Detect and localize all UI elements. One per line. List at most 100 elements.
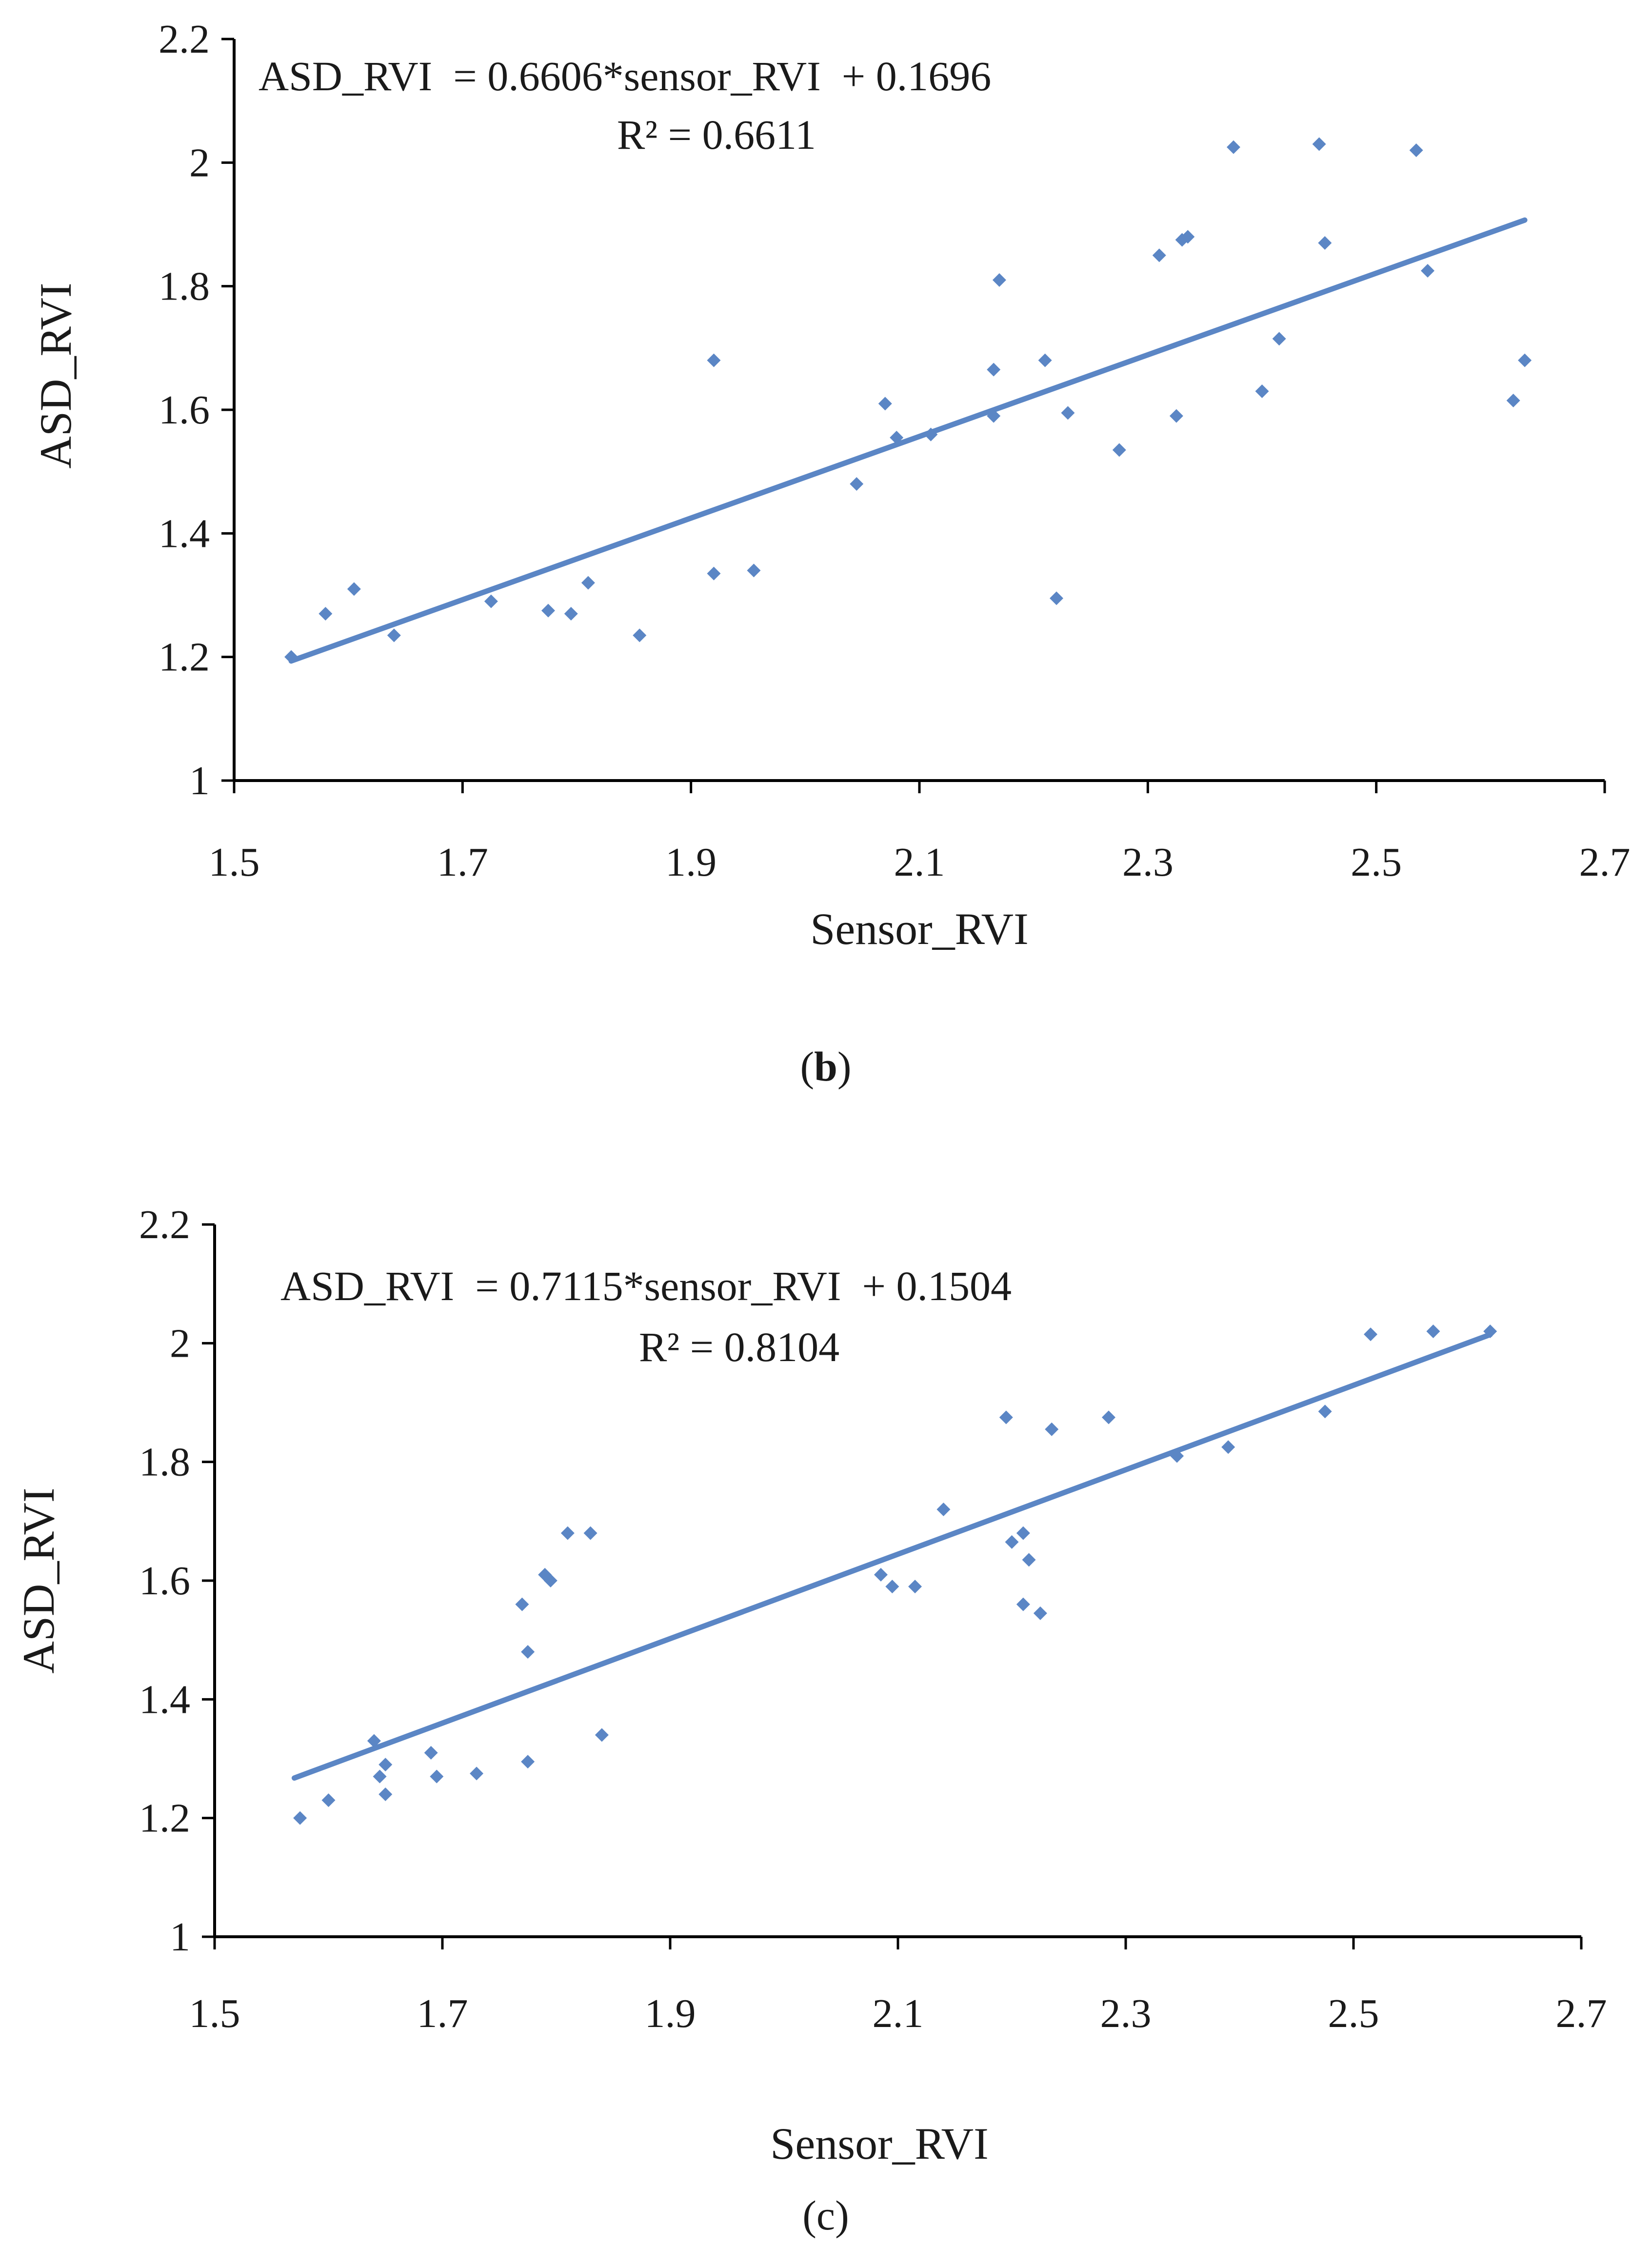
x-tick-label: 1.7 bbox=[417, 1991, 468, 2036]
data-point bbox=[1022, 1553, 1036, 1567]
data-point bbox=[347, 582, 361, 596]
x-tick-label: 2.3 bbox=[1100, 1991, 1152, 2036]
y-axis-title: ASD_RVI bbox=[31, 282, 80, 468]
x-tick-label: 2.7 bbox=[1556, 1991, 1607, 2036]
data-point bbox=[293, 1811, 307, 1825]
y-tick-label: 1.8 bbox=[139, 1440, 190, 1485]
panel-label-b: (b) bbox=[800, 1043, 851, 1090]
data-point bbox=[560, 1526, 575, 1540]
y-tick-label: 1.4 bbox=[139, 1677, 190, 1722]
data-point bbox=[583, 1526, 597, 1540]
chart-panel-b: 11.21.41.61.822.2 1.5 1.7 1.9 2.1 2.3 2.5 2.7 … bbox=[31, 17, 1631, 1090]
x-tick-label: 1.9 bbox=[645, 1991, 696, 2036]
trendline bbox=[291, 1332, 1493, 1781]
data-point bbox=[999, 1410, 1013, 1425]
data-point bbox=[924, 427, 938, 442]
x-axis-title: Sensor_RVI bbox=[770, 2119, 989, 2168]
data-point bbox=[874, 1567, 888, 1582]
x-tick-label: 2.1 bbox=[873, 1991, 924, 2036]
data-point bbox=[321, 1793, 336, 1807]
y-axis-title: ASD_RVI bbox=[14, 1487, 63, 1673]
data-point bbox=[1518, 353, 1532, 367]
y-ticks: 1 1.2 1.4 1.6 1.8 2 2.2 bbox=[159, 17, 234, 803]
data-point bbox=[850, 477, 864, 491]
data-point bbox=[1061, 406, 1075, 420]
x-ticks: 1.5 1.7 1.9 2.1 2.3 2.5 2.7 bbox=[209, 781, 1631, 885]
data-point bbox=[515, 1597, 529, 1611]
data-point bbox=[1005, 1535, 1019, 1549]
trendline-equation: ASD_RVI = 0.7115*sensor_RVI + 0.1504 bbox=[280, 1263, 1012, 1309]
x-tick-label: 1.5 bbox=[209, 840, 260, 885]
x-tick-label: 2.3 bbox=[1122, 840, 1174, 885]
data-point bbox=[1169, 409, 1183, 423]
data-point bbox=[1364, 1327, 1378, 1342]
data-point bbox=[1033, 1606, 1047, 1620]
x-tick-label: 2.5 bbox=[1351, 840, 1402, 885]
x-tick-label: 1.7 bbox=[437, 840, 488, 885]
x-tick-label: 2.5 bbox=[1328, 1991, 1379, 2036]
data-point bbox=[936, 1503, 951, 1516]
panel-label-c: (c) bbox=[802, 2192, 849, 2239]
data-point bbox=[543, 1574, 557, 1587]
data-point bbox=[747, 563, 761, 578]
data-point bbox=[1318, 1405, 1332, 1419]
data-point bbox=[1312, 137, 1326, 151]
r-squared-label: R² = 0.6611 bbox=[617, 111, 816, 158]
data-point bbox=[430, 1769, 444, 1784]
data-point bbox=[521, 1755, 535, 1769]
data-point bbox=[1221, 1440, 1235, 1454]
trendline bbox=[288, 217, 1528, 664]
r-squared-label: R² = 0.8104 bbox=[639, 1324, 839, 1370]
x-tick-label: 2.7 bbox=[1579, 840, 1631, 885]
data-point bbox=[424, 1746, 438, 1760]
y-tick-label: 2.2 bbox=[159, 17, 210, 62]
data-point bbox=[707, 353, 721, 367]
data-point bbox=[1226, 140, 1240, 154]
data-point bbox=[992, 273, 1006, 287]
data-point bbox=[1038, 353, 1052, 367]
y-tick-label: 1 bbox=[189, 758, 210, 803]
data-point bbox=[284, 650, 299, 664]
data-point bbox=[633, 628, 647, 642]
y-ticks: 1 1.2 1.4 1.6 1.8 2 2.2 bbox=[139, 1202, 215, 1960]
data-point bbox=[541, 603, 555, 618]
data-point bbox=[1016, 1526, 1030, 1540]
y-tick-label: 1.2 bbox=[159, 635, 210, 680]
data-point bbox=[885, 1580, 899, 1594]
data-point bbox=[1506, 394, 1520, 407]
y-tick-label: 1.8 bbox=[159, 264, 210, 309]
data-point bbox=[1170, 1449, 1184, 1463]
data-point bbox=[387, 628, 401, 642]
data-point bbox=[987, 362, 1001, 377]
data-point bbox=[1050, 591, 1063, 605]
y-tick-label: 2 bbox=[170, 1321, 190, 1366]
trendline-equation: ASD_RVI = 0.6606*sensor_RVI + 0.1696 bbox=[259, 53, 991, 100]
data-point bbox=[1421, 264, 1435, 278]
y-tick-label: 1.2 bbox=[139, 1796, 190, 1841]
data-points bbox=[293, 1325, 1497, 1825]
data-point bbox=[581, 576, 595, 590]
x-tick-label: 1.9 bbox=[665, 840, 717, 885]
data-point bbox=[1426, 1325, 1440, 1338]
data-point bbox=[564, 607, 578, 621]
data-point bbox=[470, 1766, 484, 1781]
data-point bbox=[1101, 1410, 1115, 1425]
data-point bbox=[378, 1787, 393, 1801]
data-point bbox=[707, 566, 721, 581]
y-tick-label: 1.4 bbox=[159, 511, 210, 556]
data-point bbox=[521, 1645, 535, 1659]
data-point bbox=[1181, 230, 1195, 244]
data-point bbox=[1255, 384, 1269, 398]
data-point bbox=[484, 594, 498, 608]
data-point bbox=[1152, 248, 1166, 262]
data-point bbox=[595, 1728, 609, 1742]
y-tick-label: 2.2 bbox=[139, 1202, 190, 1247]
data-point bbox=[878, 397, 892, 411]
data-point bbox=[1112, 443, 1126, 457]
data-point bbox=[373, 1769, 387, 1784]
data-point bbox=[1045, 1422, 1059, 1436]
data-point bbox=[318, 607, 333, 621]
data-point bbox=[890, 431, 904, 444]
x-tick-label: 2.1 bbox=[894, 840, 945, 885]
